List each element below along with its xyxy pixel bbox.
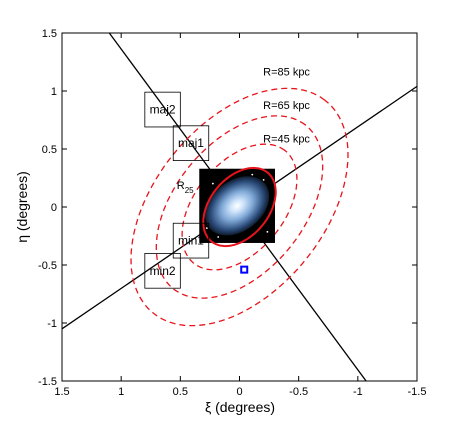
galaxy-image [205, 176, 270, 236]
x-tick-label: -1.5 [408, 386, 427, 398]
galaxy-field-star [217, 236, 220, 238]
r25-label-subscript: 25 [185, 186, 194, 195]
y-tick-label: 1.5 [42, 28, 57, 40]
y-tick-label: 0 [51, 202, 57, 214]
x-tick-label: 0.5 [173, 386, 188, 398]
field-maj2-box [144, 91, 181, 128]
x-axis-label: ξ (degrees) [205, 399, 275, 415]
galaxy-field-star [262, 178, 265, 181]
field-min2-label: min2 [150, 264, 176, 278]
y-tick-label: 1 [51, 86, 57, 98]
galaxy-field-star [211, 182, 214, 185]
y-tick-label: -1.5 [38, 376, 57, 388]
y-tick-label: -0.5 [38, 260, 57, 272]
galaxy-field-star [251, 173, 254, 176]
field-maj1-label: maj1 [178, 136, 204, 150]
ellipse-label: R=85 kpc [263, 66, 310, 78]
x-tick-label: 1.5 [54, 386, 69, 398]
plot-content: maj2 maj1 min1 min2 R=85 kpc R=65 kpc R=45 kpc… [62, 33, 417, 381]
axis-ticks: 1.5 1 0.5 0 -0.5 -1 -1.51.510.50-0.5-1-1.5 [38, 28, 426, 398]
field-maj1-box [172, 125, 210, 162]
y-tick-label: 0.5 [42, 144, 57, 156]
field-min1-label: min1 [178, 234, 204, 248]
ellipse-r25 [202, 166, 277, 248]
x-tick-label: -0.5 [289, 386, 308, 398]
ellipse-label: R=65 kpc [263, 100, 310, 112]
x-tick-label: 0 [236, 386, 242, 398]
ellipse-r-65-kpc [155, 115, 324, 299]
r25-label: R25 [177, 180, 194, 195]
field-maj2-label: maj2 [150, 103, 176, 117]
ellipse-label: R=45 kpc [263, 134, 310, 146]
field-min1-box [172, 222, 210, 259]
x-tick-label: -1 [353, 386, 363, 398]
ellipse-r-85-kpc [130, 87, 349, 327]
y-axis-label: η (degrees) [14, 171, 30, 243]
field-min2-box [144, 252, 181, 289]
x-tick-label: 1 [118, 386, 124, 398]
r25-label-main: R [177, 180, 185, 192]
galaxy-field-star [266, 230, 269, 233]
galaxy-field-star [205, 227, 208, 230]
y-tick-label: -1 [47, 318, 57, 330]
marker-square [240, 265, 249, 274]
